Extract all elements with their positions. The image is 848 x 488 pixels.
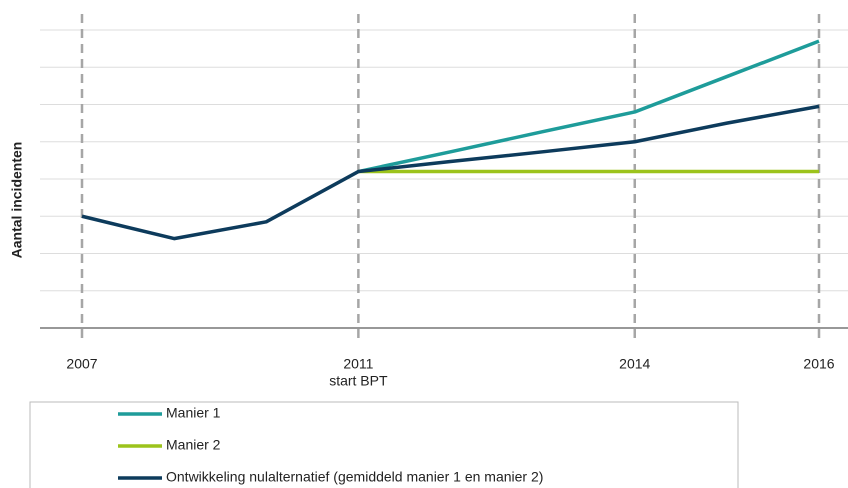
x-tick-label: 2011 [343,356,373,372]
legend-label: Manier 1 [166,405,221,421]
series-line [81,104,820,241]
legend-label: Manier 2 [166,437,221,453]
x-tick-label: 2014 [619,356,650,372]
series-line [358,39,820,174]
legend-label: Ontwikkeling nulalternatief (gemiddeld m… [166,469,543,485]
y-axis-label: Aantal incidenten [9,142,25,259]
x-tick-label: 2007 [66,356,97,372]
legend-box [29,401,739,488]
annotation: start BPT [329,373,388,389]
x-tick-label: 2016 [803,356,834,372]
